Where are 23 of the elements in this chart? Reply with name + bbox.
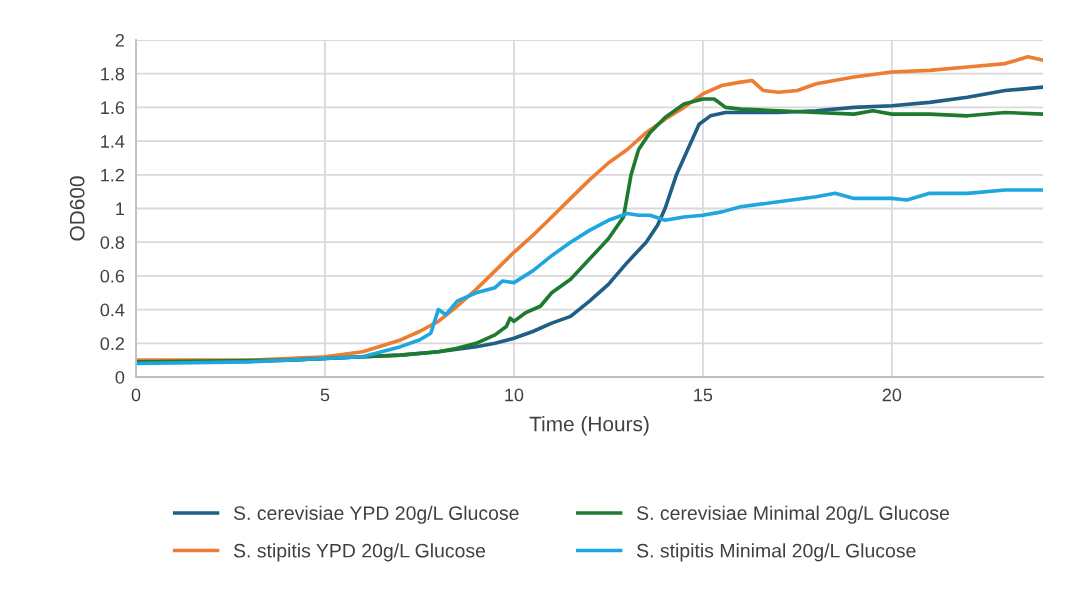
y-tick-label: 1.8	[101, 67, 125, 81]
y-axis-title: OD600	[69, 176, 85, 241]
x-tick-label: 5	[320, 388, 330, 402]
y-tick-label: 0.2	[100, 337, 124, 351]
legend-label: S. stipitis YPD 20g/L Glucose	[233, 543, 486, 562]
y-tick-label: 2	[115, 33, 124, 47]
x-tick-label: 0	[131, 388, 141, 402]
y-tick-label: 0.6	[100, 269, 125, 283]
y-tick-label: 0.8	[100, 236, 125, 249]
y-tick-label: 1	[116, 202, 125, 216]
x-tick-label: 20	[882, 388, 902, 402]
x-axis-title: Time (Hours)	[529, 416, 649, 436]
line-series	[136, 188, 1043, 366]
y-tick-label: 1.2	[101, 168, 124, 182]
y-tick-label: 1.6	[101, 101, 125, 115]
x-tick-label: 10	[505, 388, 524, 402]
y-tick-label: 1.4	[101, 135, 125, 148]
legend-label: S. cerevisiae Minimal 20g/L Glucose	[637, 505, 950, 524]
legend-label: S. stipitis Minimal 20g/L Glucose	[637, 543, 916, 562]
legend-label: S. cerevisiae YPD 20g/L Glucose	[233, 505, 519, 524]
x-tick-label: 15	[694, 388, 713, 402]
y-tick-label: 0.4	[100, 303, 125, 317]
y-tick-label: 0	[115, 370, 125, 384]
